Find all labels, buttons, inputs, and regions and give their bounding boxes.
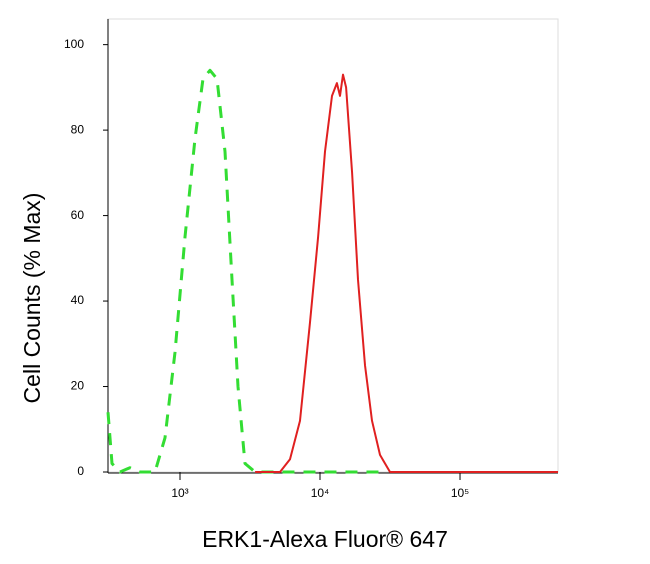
y-tick-label: 40 xyxy=(71,293,85,307)
y-tick-label: 80 xyxy=(71,122,85,136)
y-tick-label: 20 xyxy=(71,379,85,393)
y-tick-label: 100 xyxy=(64,37,84,51)
x-tick-label: 10³ xyxy=(171,486,188,500)
y-tick-label: 0 xyxy=(77,464,84,478)
series-line xyxy=(106,68,381,474)
x-axis-label: ERK1-Alexa Fluor® 647 xyxy=(202,526,448,552)
x-tick-label: 10⁵ xyxy=(451,486,469,500)
y-axis-label: Cell Counts (% Max) xyxy=(19,193,45,404)
y-tick-label: 60 xyxy=(71,208,85,222)
plot-frame xyxy=(107,18,559,473)
x-tick-label: 10⁴ xyxy=(311,486,330,500)
series-line xyxy=(255,73,558,473)
